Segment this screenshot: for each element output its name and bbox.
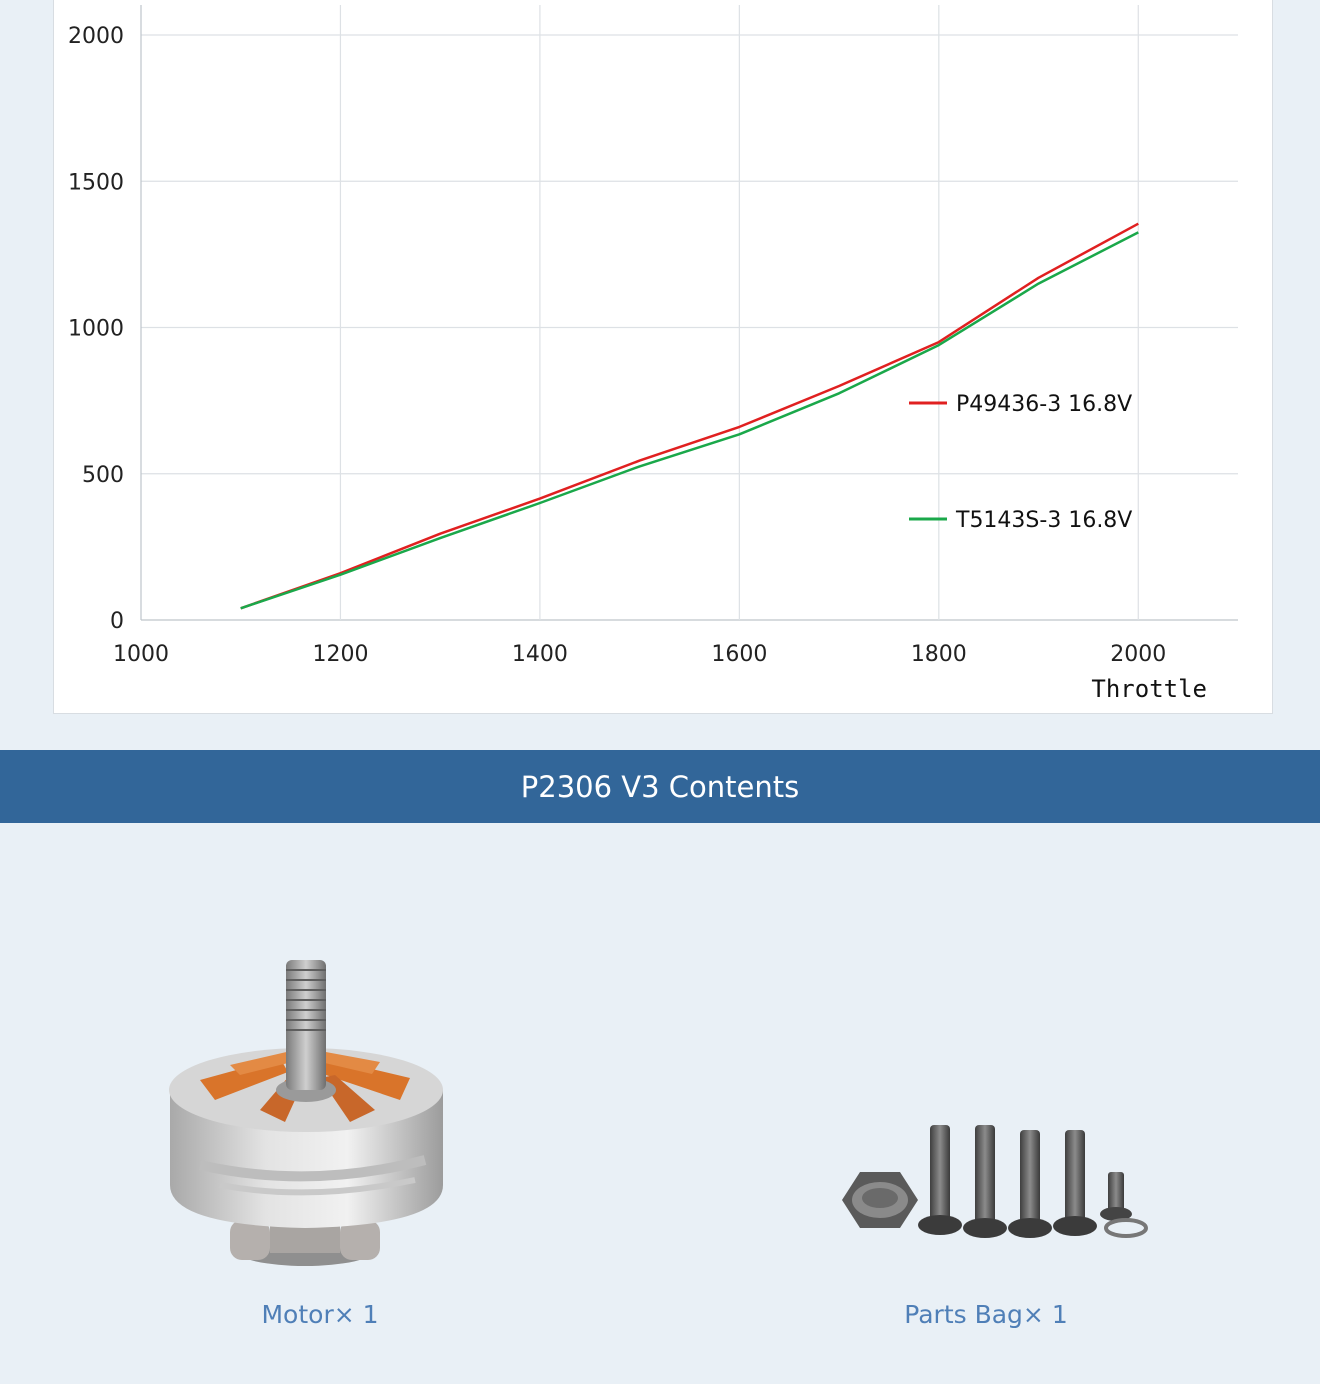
- x-tick-label: 2000: [1110, 642, 1166, 667]
- throttle-chart: 0 500 1000 1500 2000 1000 1200 1400 1600 1800 2000…: [68, 5, 1238, 703]
- banner-title: P2306 V3 Contents: [520, 769, 800, 804]
- y-tick-label: 1000: [68, 317, 124, 342]
- legend-label-2: T5143S-3 16.8V: [955, 508, 1132, 533]
- y-tick-label: 500: [82, 463, 124, 488]
- legend-label-1: P49436-3 16.8V: [956, 392, 1132, 417]
- x-tick-label: 1000: [113, 642, 169, 667]
- screws-image: [842, 1125, 1148, 1238]
- y-tick-label: 2000: [68, 24, 124, 49]
- series-line-2: [240, 231, 1139, 610]
- chart-panel: 0 500 1000 1500 2000 1000 1200 1400 1600 1800 2000…: [53, 0, 1273, 714]
- y-tick-label: 0: [110, 609, 124, 634]
- x-tick-label: 1200: [312, 642, 368, 667]
- x-tick-label: 1400: [512, 642, 568, 667]
- y-tick-label: 1500: [68, 170, 124, 195]
- x-axis-label: Throttle: [1091, 675, 1207, 703]
- contents-banner: P2306 V3 Contents: [0, 750, 1320, 823]
- x-tick-label: 1800: [911, 642, 967, 667]
- series-line-1: [240, 222, 1139, 610]
- x-tick-label: 1600: [711, 642, 767, 667]
- motor-image: [169, 960, 443, 1266]
- item-caption-motor: Motor× 1: [261, 1300, 379, 1329]
- item-caption-parts-bag: Parts Bag× 1: [904, 1300, 1068, 1329]
